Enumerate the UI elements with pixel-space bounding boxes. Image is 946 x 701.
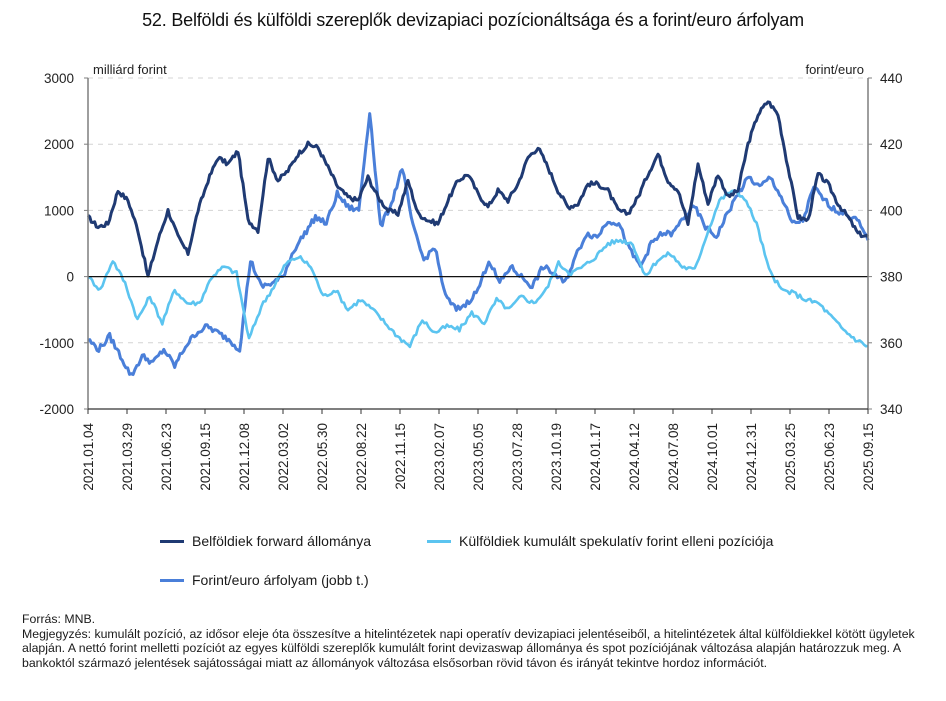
legend-swatch-speculative [427,539,451,543]
legend-label-fx-rate: Forint/euro árfolyam (jobb t.) [192,572,369,588]
right-axis-tick-label: 360 [880,336,903,351]
x-axis-tick-label: 2021.09.15 [198,423,213,491]
right-axis-tick-label: 380 [880,270,903,285]
x-axis-tick-label: 2023.07.28 [510,423,525,491]
x-axis-tick-label: 2023.05.05 [471,423,486,491]
methodology-note: Megjegyzés: kumulált pozíció, az idősor … [22,626,915,670]
left-axis-tick-label: -2000 [39,402,74,417]
series-line-speculative [87,189,869,349]
x-axis-tick-label: 2023.02.07 [432,423,447,491]
right-axis-unit-label: forint/euro [805,62,864,77]
chart-area: 3000 2000 1000 0 -1000 -2000 440 420 400 380 360 34… [39,62,902,491]
left-axis-tick-label: 1000 [44,203,74,218]
x-axis-tick-label: 2022.08.22 [354,423,369,491]
x-axis-tick-label: 2025.06.23 [822,423,837,491]
x-axis-tick-label: 2021.12.08 [237,423,252,491]
footer-notes: Forrás: MNB. Megjegyzés: kumulált pozíci… [22,612,932,670]
x-axis-tick-label: 2024.01.17 [588,423,603,491]
chart-title: 52. Belföldi és külföldi szereplők deviz… [142,10,804,30]
x-axis-tick-label: 2022.03.02 [276,423,291,491]
series-layer [87,100,870,376]
axes: 3000 2000 1000 0 -1000 -2000 440 420 400 380 360 34… [39,71,902,491]
x-axis-tick-label: 2025.09.15 [861,423,876,491]
x-axis-tick-label: 2022.05.30 [315,423,330,491]
right-axis-tick-label: 440 [880,71,903,86]
right-axis-tick-label: 340 [880,402,903,417]
source-note: Forrás: MNB. [22,612,96,626]
x-axis-tick-label: 2024.07.08 [666,423,681,491]
x-axis-tick-label: 2025.03.25 [783,423,798,491]
x-axis-tick-label: 2023.10.19 [549,423,564,491]
left-axis-tick-label: -1000 [39,336,74,351]
legend-item-fx-rate: Forint/euro árfolyam (jobb t.) [160,572,369,588]
legend-swatch-fx-rate [160,578,184,582]
series-line-fx-rate [87,112,870,376]
left-axis-tick-label: 3000 [44,71,74,86]
legend-item-forward: Belföldiek forward állománya [160,533,371,549]
legend-label-speculative: Külföldiek kumulált spekulatív forint el… [459,533,774,549]
x-axis-tick-label: 2021.03.29 [120,423,135,491]
x-axis-tick-label: 2024.04.12 [627,423,642,491]
left-axis-unit-label: milliárd forint [93,62,167,77]
left-axis-tick-label: 0 [66,270,74,285]
legend-label-forward: Belföldiek forward állománya [192,533,371,549]
left-axis-tick-label: 2000 [44,137,74,152]
legend-swatch-forward [160,539,184,543]
x-axis-tick-label: 2024.12.31 [744,423,759,491]
series-line-forward [87,100,869,278]
legend-item-speculative: Külföldiek kumulált spekulatív forint el… [427,533,773,549]
right-axis-tick-label: 400 [880,203,903,218]
x-axis-tick-label: 2021.01.04 [81,423,96,491]
x-axis-tick-label: 2021.06.23 [159,423,174,491]
right-axis-tick-label: 420 [880,137,903,152]
x-axis-tick-label: 2022.11.15 [393,423,408,490]
x-axis-tick-label: 2024.10.01 [705,423,720,491]
gridlines [88,77,868,344]
